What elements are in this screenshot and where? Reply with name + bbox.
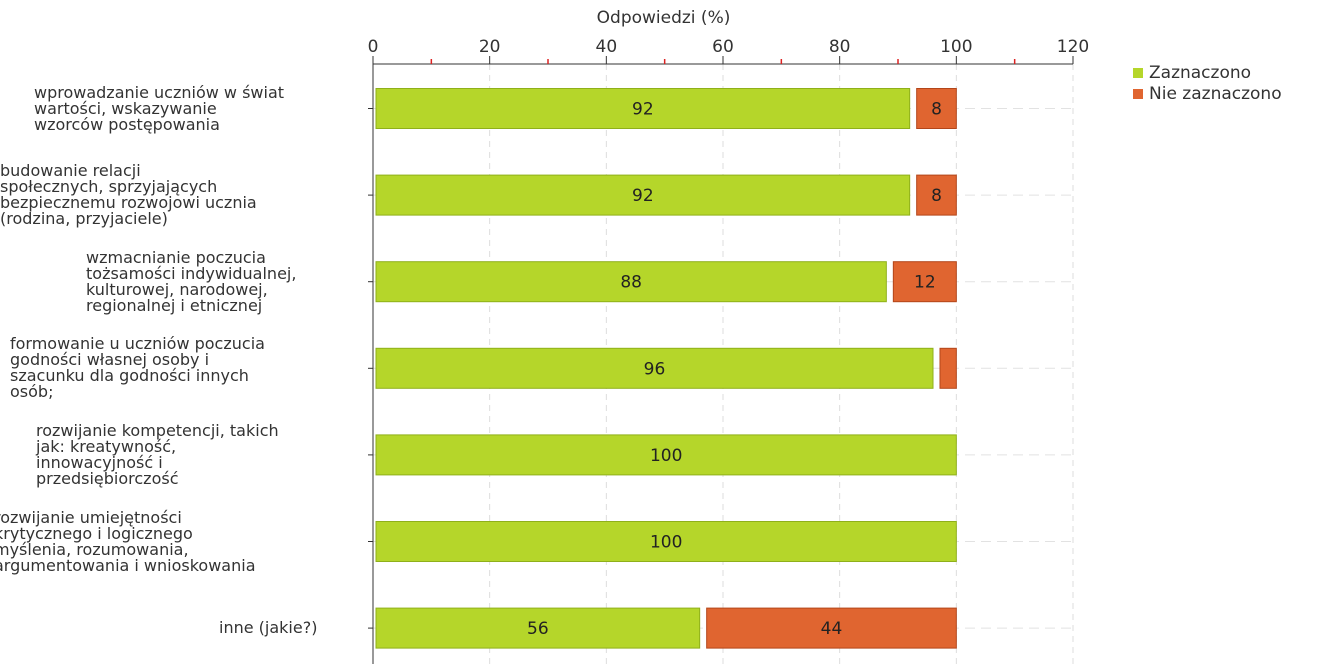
x-tick-label: 20	[479, 37, 501, 57]
x-tick-label: 0	[368, 37, 379, 57]
x-tick-label: 40	[596, 37, 618, 57]
bar-zaznaczono	[375, 434, 957, 476]
legend: Zaznaczono Nie zaznaczono	[1133, 62, 1282, 104]
legend-item-nie-zaznaczono[interactable]: Nie zaznaczono	[1133, 83, 1282, 104]
bar-label-zaznaczono: 92	[632, 186, 654, 206]
bar-zaznaczono	[375, 607, 701, 649]
category-label: formowanie u uczniów poczucia godności w…	[10, 334, 265, 402]
bar-zaznaczono	[375, 521, 957, 562]
bar-label-nie-zaznaczono: 12	[914, 273, 936, 293]
bar-zaznaczono	[375, 347, 934, 389]
category-label: inne (jakie?)	[219, 618, 318, 638]
bar-zaznaczono	[375, 261, 887, 303]
bar-label-nie-zaznaczono: 8	[931, 100, 942, 120]
bar-nie-zaznaczono	[706, 607, 957, 649]
x-tick-label: 100	[940, 37, 972, 57]
bar-zaznaczono	[375, 174, 911, 216]
legend-label-nie-zaznaczono: Nie zaznaczono	[1149, 83, 1282, 104]
legend-swatch-nie-zaznaczono	[1133, 88, 1143, 99]
category-label: rozwijanie kompetencji, takich jak: krea…	[36, 420, 279, 488]
bar-zaznaczono	[375, 88, 911, 129]
bar-label-zaznaczono: 100	[650, 533, 682, 553]
bar-label-zaznaczono: 56	[527, 619, 549, 639]
bar-label-zaznaczono: 88	[620, 273, 642, 293]
category-label: budowanie relacji społecznych, sprzyjają…	[0, 161, 257, 229]
bar-label-nie-zaznaczono: 44	[821, 619, 843, 639]
x-tick-label: 120	[1057, 37, 1089, 57]
legend-label-zaznaczono: Zaznaczono	[1149, 62, 1252, 83]
category-label: rozwijanie umiejętności krytycznego i lo…	[0, 507, 256, 575]
bar-nie-zaznaczono	[916, 174, 957, 216]
x-axis-title: Odpowiedzi (%)	[596, 8, 731, 28]
bar-nie-zaznaczono	[916, 88, 957, 129]
bar-nie-zaznaczono	[939, 347, 957, 389]
bar-label-zaznaczono: 92	[632, 100, 654, 120]
x-tick-label: 60	[712, 37, 734, 57]
category-label: wprowadzanie uczniów w świat wartości, w…	[34, 82, 285, 134]
bar-label-zaznaczono: 96	[644, 359, 666, 379]
bar-label-nie-zaznaczono: 8	[931, 186, 942, 206]
x-tick-label: 80	[829, 37, 851, 57]
bar-nie-zaznaczono	[892, 261, 957, 303]
legend-swatch-zaznaczono	[1133, 67, 1143, 78]
category-label: wzmacnianie poczucia tożsamości indywidu…	[86, 247, 297, 315]
bar-label-zaznaczono: 100	[650, 446, 682, 466]
legend-item-zaznaczono[interactable]: Zaznaczono	[1133, 62, 1282, 83]
